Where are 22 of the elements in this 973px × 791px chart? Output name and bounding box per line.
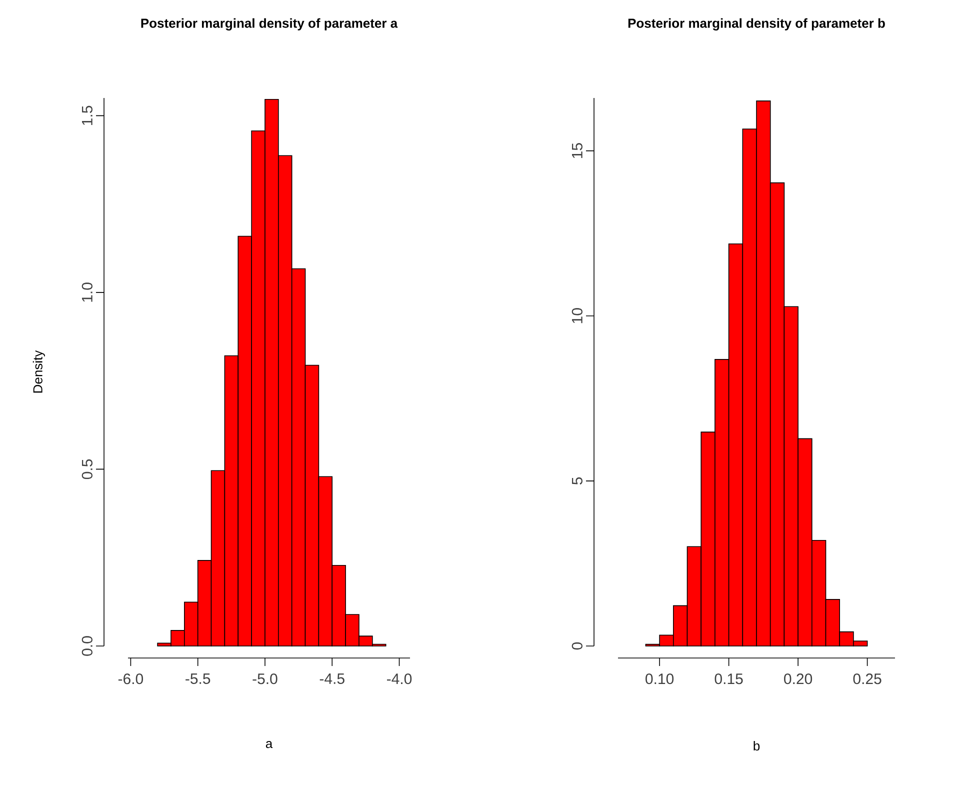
y-tick-label: 1.0 bbox=[82, 282, 92, 302]
y-tick-label: 15 bbox=[572, 143, 582, 158]
x-axis-title: a bbox=[266, 741, 273, 748]
y-tick-label: 5 bbox=[572, 477, 582, 484]
y-axis-title: Density bbox=[32, 350, 45, 393]
y-tick-label: 0.0 bbox=[82, 636, 92, 656]
x-tick-label: 0.25 bbox=[853, 674, 882, 684]
x-tick-label: -4.5 bbox=[320, 674, 344, 684]
y-tick-label: 0.5 bbox=[82, 459, 92, 480]
y-tick-label: 10 bbox=[572, 308, 582, 324]
chart-title: Posterior marginal density of parameter a bbox=[141, 18, 398, 30]
x-tick-label: 0.20 bbox=[784, 674, 812, 684]
x-tick-label: -4.0 bbox=[387, 674, 412, 684]
y-tick-label: 1.5 bbox=[82, 106, 92, 125]
x-tick-label: 0.10 bbox=[646, 674, 674, 684]
y-tick-label: 0 bbox=[572, 642, 582, 650]
x-tick-label: -5.5 bbox=[186, 674, 210, 684]
x-tick-label: -6.0 bbox=[118, 674, 144, 684]
x-axis-title: b bbox=[754, 741, 760, 751]
chart-title: Posterior marginal density of parameter b bbox=[628, 18, 885, 30]
x-tick-label: -5.0 bbox=[252, 674, 278, 684]
x-tick-label: 0.15 bbox=[714, 674, 743, 684]
